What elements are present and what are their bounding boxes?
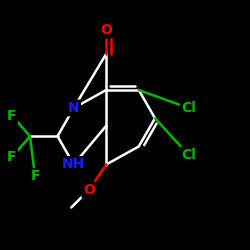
Text: F: F [30, 169, 40, 183]
Text: O: O [100, 23, 112, 37]
Text: NH: NH [62, 158, 86, 172]
Text: O: O [83, 183, 95, 197]
Text: Cl: Cl [181, 148, 196, 162]
Text: F: F [7, 150, 17, 164]
Text: Cl: Cl [181, 101, 196, 115]
Text: F: F [7, 108, 17, 122]
Text: N: N [68, 101, 80, 115]
